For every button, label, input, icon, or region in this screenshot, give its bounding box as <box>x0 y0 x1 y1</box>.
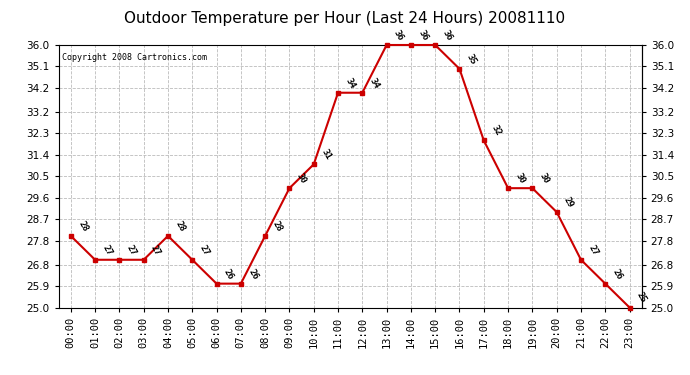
Text: 29: 29 <box>562 195 575 209</box>
Text: 30: 30 <box>295 172 308 185</box>
Text: 25: 25 <box>635 291 649 305</box>
Text: 30: 30 <box>513 172 526 185</box>
Text: 27: 27 <box>586 243 600 257</box>
Text: 28: 28 <box>173 219 187 233</box>
Text: 27: 27 <box>125 243 138 257</box>
Text: 36: 36 <box>441 28 454 42</box>
Text: 32: 32 <box>489 124 502 138</box>
Text: Outdoor Temperature per Hour (Last 24 Hours) 20081110: Outdoor Temperature per Hour (Last 24 Ho… <box>124 11 566 26</box>
Text: 27: 27 <box>101 243 114 257</box>
Text: 34: 34 <box>344 76 357 90</box>
Text: 26: 26 <box>246 267 259 281</box>
Text: 28: 28 <box>77 219 90 233</box>
Text: 36: 36 <box>417 28 430 42</box>
Text: 27: 27 <box>198 243 211 257</box>
Text: 27: 27 <box>149 243 162 257</box>
Text: 26: 26 <box>611 267 624 281</box>
Text: 34: 34 <box>368 76 381 90</box>
Text: Copyright 2008 Cartronics.com: Copyright 2008 Cartronics.com <box>61 53 206 62</box>
Text: 36: 36 <box>392 28 405 42</box>
Text: 26: 26 <box>222 267 235 281</box>
Text: 31: 31 <box>319 148 333 162</box>
Text: 30: 30 <box>538 172 551 185</box>
Text: 35: 35 <box>465 52 478 66</box>
Text: 28: 28 <box>270 219 284 233</box>
